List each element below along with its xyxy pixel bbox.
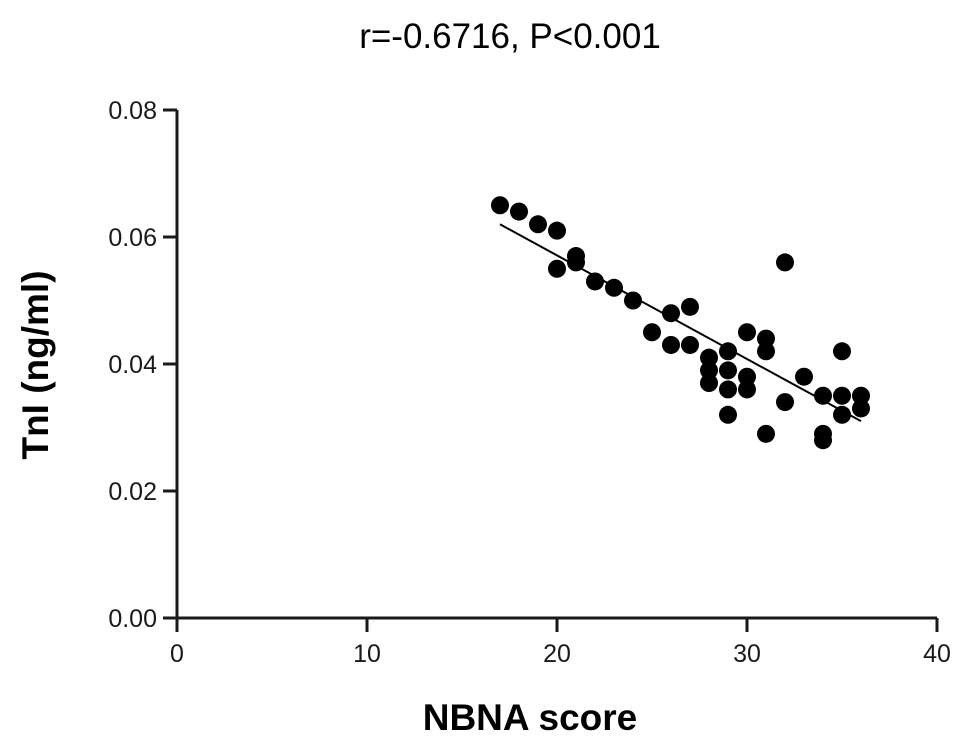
data-point — [700, 361, 718, 380]
data-point — [795, 367, 813, 386]
x-tick-label: 30 — [733, 640, 761, 668]
data-point — [643, 323, 661, 342]
data-point — [757, 342, 775, 361]
data-point — [719, 342, 737, 361]
data-point — [719, 361, 737, 380]
axis-ticks: 0 10 20 30 40 0.00 0.02 0.04 0.06 0.08 — [108, 97, 951, 668]
data-point — [776, 393, 794, 412]
data-point — [776, 253, 794, 272]
data-point — [510, 202, 528, 221]
data-point — [624, 291, 642, 310]
x-tick-label: 40 — [923, 640, 951, 668]
data-point — [491, 196, 509, 215]
data-point — [662, 304, 680, 323]
y-tick-label: 0.02 — [108, 478, 157, 506]
y-tick-label: 0.06 — [108, 224, 157, 252]
x-tick-label: 10 — [353, 640, 381, 668]
data-point — [681, 297, 699, 316]
regression-line — [499, 223, 862, 423]
data-point — [814, 431, 832, 450]
data-point — [833, 342, 851, 361]
data-point — [700, 348, 718, 367]
data-point — [757, 424, 775, 443]
data-point — [719, 380, 737, 399]
data-point — [719, 405, 737, 424]
axes — [175, 110, 937, 620]
data-point — [700, 374, 718, 393]
data-point — [681, 335, 699, 354]
data-point — [567, 253, 585, 272]
chart-title: r=-0.6716, P<0.001 — [359, 17, 661, 56]
data-point — [738, 380, 756, 399]
data-point — [738, 323, 756, 342]
data-points — [491, 196, 870, 450]
x-axis-title: NBNA score — [423, 697, 638, 738]
data-point — [548, 221, 566, 240]
data-point — [738, 367, 756, 386]
data-point — [833, 405, 851, 424]
data-point — [757, 329, 775, 348]
x-tick-label: 0 — [170, 640, 184, 668]
data-point — [662, 335, 680, 354]
data-point — [529, 215, 547, 234]
data-point — [605, 278, 623, 297]
data-point — [814, 386, 832, 405]
data-point — [833, 386, 851, 405]
y-tick-label: 0.00 — [108, 605, 157, 633]
data-point — [586, 272, 604, 291]
y-tick-label: 0.04 — [108, 351, 157, 379]
data-point — [548, 259, 566, 278]
data-point — [852, 399, 870, 418]
y-axis-title: TnI (ng/ml) — [15, 270, 56, 459]
y-tick-label: 0.08 — [108, 97, 157, 125]
x-tick-label: 20 — [543, 640, 571, 668]
regression-line-group — [499, 223, 862, 423]
data-point — [852, 386, 870, 405]
